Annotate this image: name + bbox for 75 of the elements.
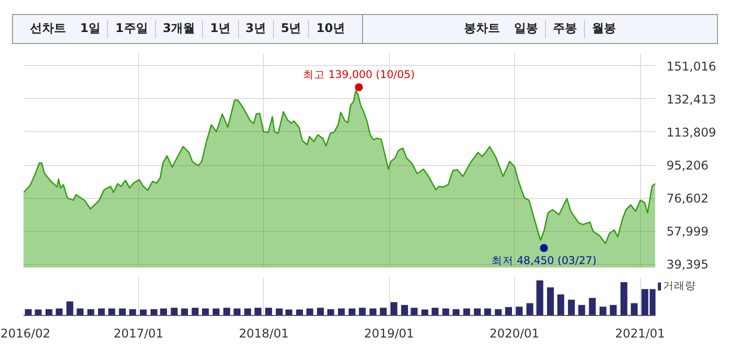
bar — [557, 294, 564, 316]
y-tick-label: 95,206 — [666, 158, 708, 173]
bar — [390, 302, 398, 316]
text: 1주일 — [107, 20, 155, 38]
bar — [296, 310, 303, 316]
bar — [401, 304, 408, 316]
bar — [630, 303, 638, 316]
bar — [181, 308, 188, 316]
text: 3개월 — [154, 20, 202, 38]
bar — [202, 308, 209, 316]
bar — [98, 308, 105, 316]
bar — [526, 303, 534, 316]
text: 월봉 — [584, 20, 623, 38]
bar — [370, 308, 376, 316]
y-tick-label: 57,999 — [666, 224, 708, 239]
bar — [87, 309, 94, 316]
bar — [358, 308, 366, 316]
y-tick-label: 113,809 — [666, 125, 716, 140]
bar — [610, 304, 617, 316]
bar — [66, 301, 74, 316]
bar — [118, 308, 126, 316]
bar — [285, 310, 292, 316]
x-tick-label: 2018/01 — [238, 326, 289, 340]
bar — [348, 308, 356, 316]
bar — [254, 308, 262, 316]
bar — [452, 309, 460, 316]
y-tick-label: 151,016 — [666, 59, 716, 74]
bar — [244, 308, 252, 316]
bar — [484, 308, 492, 316]
bar — [588, 298, 596, 316]
y-tick-label: 132,413 — [666, 92, 716, 106]
bar — [516, 306, 523, 316]
bar — [536, 280, 544, 316]
bar — [547, 287, 554, 316]
text: 3년 — [238, 20, 273, 38]
text: 봉차트 — [463, 20, 501, 38]
x-tick-label: 2021/01 — [615, 326, 665, 340]
bar — [150, 309, 158, 316]
bar — [568, 300, 575, 316]
bar — [338, 308, 345, 316]
x-tick-label: 2019/01 — [364, 326, 414, 340]
bar — [24, 309, 32, 316]
bar — [505, 307, 512, 316]
x-tick-label: 2017/01 — [114, 326, 164, 340]
bar — [234, 308, 240, 316]
bar — [494, 309, 502, 316]
legend-label: 거래량 — [663, 279, 696, 293]
annotation: 최저 48,450 (03/27) — [491, 254, 596, 268]
x-tick-label: 2016/02 — [0, 326, 50, 340]
bar — [578, 304, 586, 316]
bar — [317, 308, 324, 316]
bar — [474, 308, 481, 316]
text: 선차트 — [29, 20, 68, 38]
text: 1일 — [79, 20, 102, 38]
text: 일봉 — [513, 20, 539, 38]
text: 10년 — [308, 20, 352, 38]
bar — [129, 309, 136, 316]
y-tick-label: 76,602 — [666, 192, 708, 206]
annotation: 최고 139,000 (10/05) — [302, 68, 415, 82]
bar — [620, 282, 628, 316]
text: 주봉 — [545, 20, 584, 38]
bar — [45, 309, 52, 316]
bar — [410, 308, 418, 316]
bar — [160, 308, 167, 316]
bar — [212, 308, 220, 316]
bar — [192, 308, 199, 316]
bar — [265, 308, 272, 316]
bar — [327, 309, 334, 316]
bar — [432, 308, 439, 316]
y-tick-label: 39,395 — [666, 258, 708, 272]
text: 5년 — [272, 20, 308, 38]
bar — [76, 308, 84, 316]
x-tick-label: 2020/01 — [489, 326, 540, 340]
text: 1년 — [202, 20, 238, 38]
bar — [600, 306, 606, 316]
